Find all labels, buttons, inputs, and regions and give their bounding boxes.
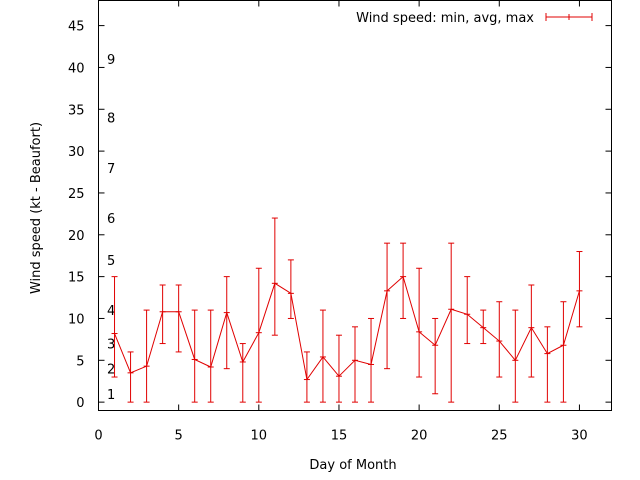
error-bar-day-23 [464, 276, 471, 345]
beaufort-label-7: 7 [107, 162, 115, 177]
beaufort-label-1: 1 [107, 388, 115, 403]
beaufort-label-6: 6 [107, 212, 115, 227]
beaufort-label-2: 2 [107, 363, 115, 378]
error-bar-day-14 [319, 309, 326, 403]
x-tick-label: 5 [175, 429, 183, 444]
y-axis-label: Wind speed (kt - Beaufort) [29, 122, 44, 294]
error-bar-day-2 [127, 351, 134, 403]
x-tick-label: 30 [571, 429, 588, 444]
error-bar-day-16 [352, 326, 358, 403]
x-tick-label: 10 [251, 429, 268, 444]
error-bar-day-29 [560, 301, 567, 403]
y-tick-label: 20 [68, 229, 85, 244]
error-bar-day-8 [223, 276, 230, 370]
error-bar-day-21 [432, 317, 439, 395]
x-tick-label: 0 [94, 429, 102, 444]
y-tick-label: 40 [68, 61, 85, 76]
x-tick-label: 25 [491, 429, 508, 444]
error-bar-day-17 [368, 317, 375, 403]
plot-frame [98, 0, 612, 411]
error-bar-day-10 [255, 267, 262, 403]
series-line-avg [114, 275, 580, 381]
x-tick-label: 20 [411, 429, 428, 444]
beaufort-label-9: 9 [107, 53, 115, 68]
y-tick-label: 30 [68, 145, 85, 160]
error-bar-day-18 [384, 242, 391, 370]
error-bar-day-12 [287, 259, 294, 319]
legend: Wind speed: min, avg, max [356, 11, 593, 26]
x-axis-ticks: 0 5 10 15 20 25 30 [94, 0, 588, 444]
error-bars [111, 217, 583, 403]
error-bar-day-1 [111, 276, 118, 378]
error-bar-day-19 [400, 242, 407, 319]
y-tick-label: 5 [76, 354, 84, 369]
legend-label: Wind speed: min, avg, max [356, 11, 534, 26]
error-bar-day-9 [239, 343, 246, 403]
error-bar-day-15 [335, 334, 342, 403]
error-bar-day-20 [416, 267, 423, 378]
x-axis-label: Day of Month [309, 458, 396, 473]
error-bar-day-4 [159, 284, 166, 345]
y-tick-label: 35 [68, 103, 85, 118]
y-tick-label: 45 [68, 20, 85, 35]
beaufort-label-4: 4 [107, 304, 115, 319]
y-tick-label: 15 [68, 271, 85, 286]
beaufort-label-8: 8 [107, 112, 115, 127]
beaufort-label-5: 5 [107, 254, 115, 269]
error-bar-day-24 [480, 309, 487, 345]
y-tick-label: 0 [76, 396, 84, 411]
error-bar-day-3 [143, 309, 150, 403]
x-tick-label: 15 [331, 429, 348, 444]
error-bar-day-7 [207, 309, 214, 403]
error-bar-day-30 [576, 251, 583, 328]
beaufort-scale-labels: 1 2 3 4 5 6 7 8 9 [107, 53, 115, 403]
error-bar-day-11 [271, 217, 278, 336]
y-tick-label: 25 [68, 187, 85, 202]
y-tick-label: 10 [68, 312, 85, 327]
beaufort-label-3: 3 [107, 338, 115, 353]
error-bar-day-22 [448, 242, 455, 403]
error-bar-day-6 [191, 309, 198, 403]
error-bar-day-28 [544, 326, 551, 403]
